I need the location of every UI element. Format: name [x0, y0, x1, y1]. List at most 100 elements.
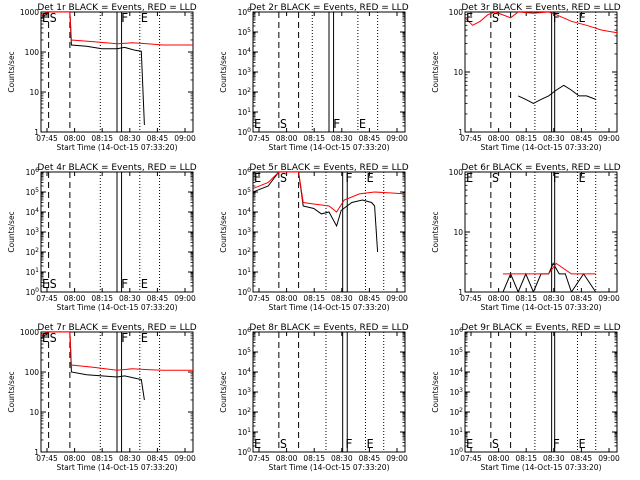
y-tick-base: 10 — [238, 288, 248, 297]
x-tick-label: 08:15 — [303, 294, 325, 303]
y-tick-base: 10 — [450, 408, 460, 417]
y-axis-label: Counts/sec — [219, 371, 228, 412]
plot-frame — [464, 331, 618, 453]
event-marker: E — [466, 437, 473, 451]
event-marker: S — [492, 437, 499, 451]
y-tick-label: 104 — [238, 367, 252, 377]
x-tick-label: 07:45 — [460, 454, 482, 463]
events-series-line — [517, 84, 596, 104]
x-tick-label: 07:45 — [460, 134, 482, 143]
y-tick-label: 104 — [450, 367, 464, 377]
event-marker: E — [466, 171, 473, 185]
x-tick-label: 08:00 — [488, 454, 510, 463]
y-tick-base: 10 — [450, 328, 460, 337]
x-tick-label: 07:45 — [248, 134, 270, 143]
x-tick-label: 08:00 — [64, 294, 86, 303]
y-tick-label: 100 — [449, 8, 464, 17]
x-tick-label: 08:15 — [303, 454, 325, 463]
x-axis-label: Start Time (14-Oct-15 07:33:20) — [268, 303, 389, 312]
y-tick-label: 10 — [453, 68, 463, 77]
y-tick-label: 104 — [26, 207, 40, 217]
y-tick-base: 10 — [238, 268, 248, 277]
x-tick-label: 09:00 — [598, 294, 620, 303]
x-axis-label: Start Time (14-Oct-15 07:33:20) — [480, 463, 601, 472]
y-tick-base: 10 — [238, 208, 248, 217]
y-tick-base: 10 — [26, 208, 36, 217]
y-tick-base: 10 — [238, 248, 248, 257]
event-marker: E — [254, 437, 261, 451]
x-tick-label: 08:00 — [276, 294, 298, 303]
y-tick-base: 10 — [26, 168, 36, 177]
x-tick-label: 08:00 — [488, 134, 510, 143]
event-marker: E — [254, 117, 261, 131]
x-tick-label: 09:00 — [386, 134, 408, 143]
event-marker: S — [280, 437, 287, 451]
y-tick-label: 101 — [26, 267, 40, 277]
event-marker: E — [366, 437, 373, 451]
y-tick-exponent: 4 — [247, 367, 251, 374]
x-tick-label: 08:15 — [515, 294, 537, 303]
y-tick-exponent: 2 — [459, 407, 463, 414]
x-tick-label: 08:00 — [64, 134, 86, 143]
y-tick-label: 102 — [238, 407, 252, 417]
y-axis-label: Counts/sec — [431, 51, 440, 92]
y-tick-exponent: 5 — [247, 27, 251, 34]
plot-frame — [252, 171, 406, 293]
event-marker: E — [141, 277, 148, 291]
lld-series-line — [503, 262, 596, 275]
x-tick-label: 08:30 — [543, 454, 565, 463]
detector-panel-3: Det 3r BLACK = Events, RED = LLD 1 10 100 Co… — [431, 3, 621, 152]
y-tick-base: 10 — [450, 448, 460, 457]
x-tick-label: 07:45 — [36, 294, 58, 303]
y-tick-base: 10 — [450, 368, 460, 377]
y-tick-label: 101 — [238, 427, 252, 437]
x-tick-label: 09:00 — [386, 294, 408, 303]
x-tick-label: 07:45 — [460, 294, 482, 303]
lld-series-line — [465, 12, 617, 34]
x-tick-label: 08:30 — [119, 134, 141, 143]
y-tick-base: 10 — [26, 188, 36, 197]
x-tick-label: 08:15 — [91, 134, 113, 143]
y-tick-base: 10 — [238, 328, 248, 337]
y-tick-exponent: 5 — [247, 187, 251, 194]
y-tick-exponent: 4 — [459, 367, 463, 374]
x-tick-label: 08:45 — [571, 294, 593, 303]
x-tick-label: 08:00 — [276, 454, 298, 463]
y-tick-label: 105 — [450, 347, 464, 357]
y-tick-label: 103 — [238, 227, 252, 237]
y-tick-label: 100 — [238, 287, 252, 297]
x-tick-label: 08:45 — [359, 294, 381, 303]
x-axis-label: Start Time (14-Oct-15 07:33:20) — [56, 303, 177, 312]
y-tick-label: 10 — [29, 88, 39, 97]
y-tick-label: 1000 — [20, 8, 39, 17]
x-axis-label: Start Time (14-Oct-15 07:33:20) — [268, 143, 389, 152]
y-tick-label: 1000 — [20, 328, 39, 337]
x-tick-label: 09:00 — [598, 454, 620, 463]
events-series-line — [253, 172, 379, 253]
y-tick-label: 105 — [238, 27, 252, 37]
y-tick-exponent: 1 — [35, 267, 39, 274]
y-tick-base: 10 — [450, 428, 460, 437]
y-tick-exponent: 6 — [247, 327, 251, 334]
event-marker: S — [50, 331, 57, 345]
y-tick-label: 106 — [26, 167, 40, 177]
y-tick-base: 10 — [238, 88, 248, 97]
event-marker: F — [121, 11, 128, 25]
event-marker: E — [466, 11, 473, 25]
x-axis-label: Start Time (14-Oct-15 07:33:20) — [480, 143, 601, 152]
x-axis-label: Start Time (14-Oct-15 07:33:20) — [56, 463, 177, 472]
y-axis-label: Counts/sec — [7, 371, 16, 412]
y-tick-base: 10 — [238, 448, 248, 457]
x-tick-label: 08:15 — [515, 454, 537, 463]
detector-panel-7: Det 7r BLACK = Events, RED = LLD 1 10 100 10… — [7, 323, 197, 472]
lld-series-line — [41, 12, 193, 46]
y-axis-label: Counts/sec — [431, 211, 440, 252]
y-tick-exponent: 3 — [35, 227, 39, 234]
lld-series-line — [41, 332, 193, 371]
event-marker: E — [366, 171, 373, 185]
event-marker: F — [553, 437, 560, 451]
x-axis-label: Start Time (14-Oct-15 07:33:20) — [480, 303, 601, 312]
x-tick-label: 08:00 — [276, 134, 298, 143]
x-tick-label: 08:15 — [91, 294, 113, 303]
y-tick-exponent: 4 — [247, 47, 251, 54]
